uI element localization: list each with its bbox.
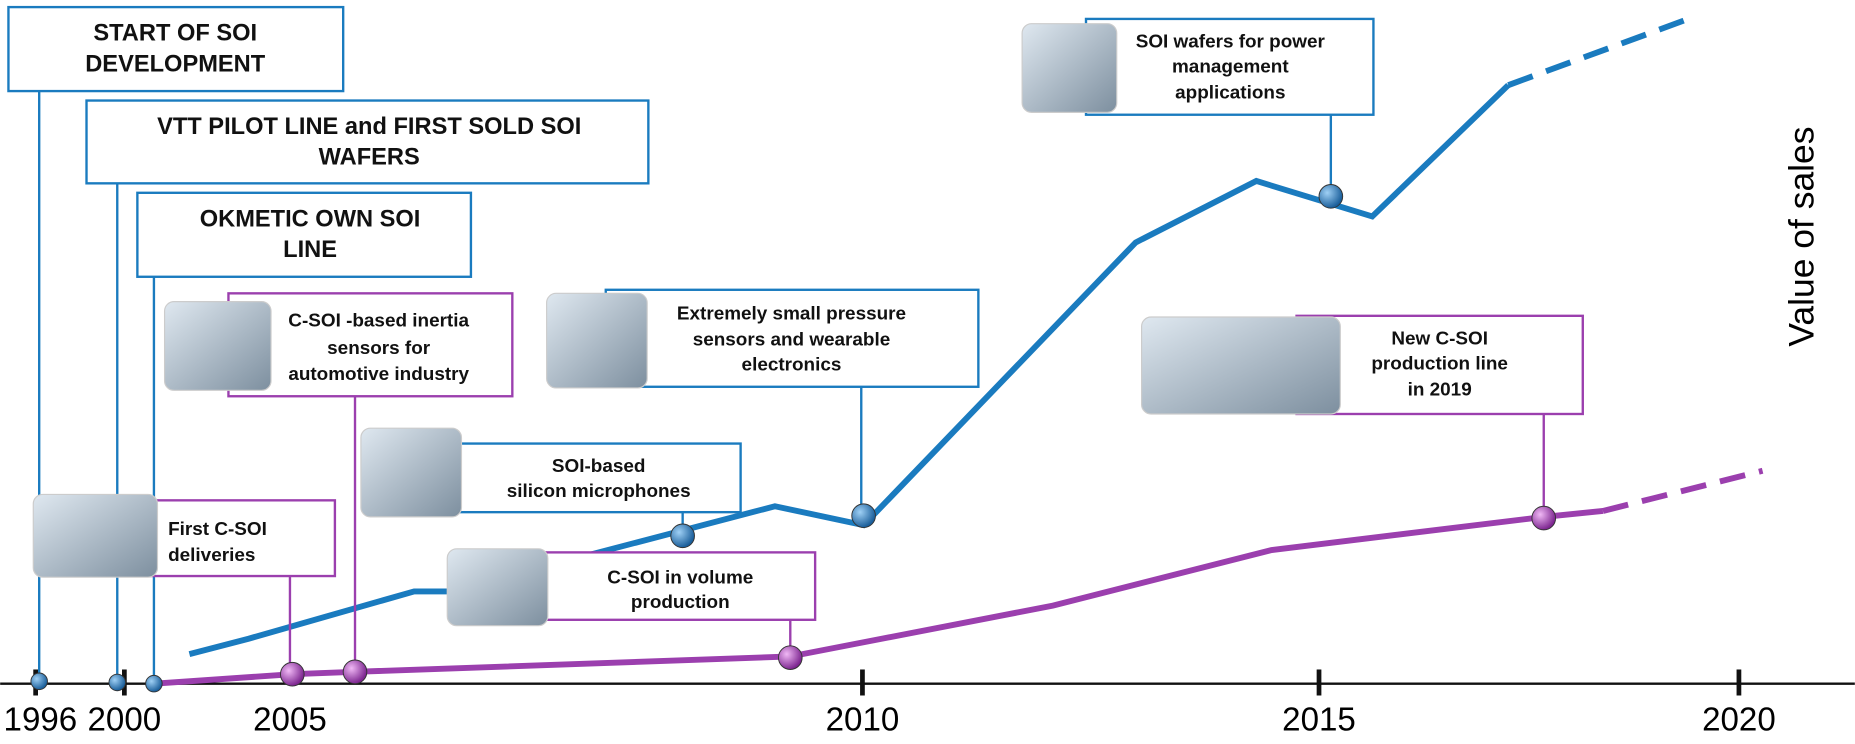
event-text: First C-SOI [168, 519, 267, 540]
event-text: automotive industry [288, 364, 469, 385]
event-text: C-SOI in volume [607, 567, 753, 588]
event-image [32, 493, 159, 578]
event-image [446, 548, 549, 627]
event-text: electronics [742, 354, 842, 375]
y-axis-label: Value of sales [1781, 126, 1821, 346]
event-text: sensors for [327, 338, 431, 359]
event-image [1021, 23, 1118, 113]
event-image [163, 301, 272, 391]
event-text: in 2019 [1408, 379, 1472, 400]
soi-sales-forecast [1507, 14, 1693, 88]
event-text: applications [1175, 82, 1285, 103]
x-tick-label: 2015 [1282, 701, 1356, 738]
event-dot [1531, 505, 1557, 531]
event-box [1295, 314, 1584, 416]
event-text: OKMETIC OWN SOI [200, 206, 421, 232]
event-dot [670, 523, 695, 549]
csoi-sales-forecast [1602, 467, 1764, 514]
event-text: production line [1371, 353, 1508, 374]
event-dot [30, 672, 48, 691]
event-text: New C-SOI [1391, 328, 1488, 349]
x-tick-label: 2010 [826, 701, 900, 738]
event-text: C-SOI -based inertia [288, 311, 469, 332]
event-box [136, 191, 473, 278]
event-text: DEVELOPMENT [85, 51, 266, 77]
event-box [150, 499, 337, 578]
event-text: START OF SOI [93, 21, 257, 47]
x-tick-label: 1996 [4, 701, 78, 738]
soi-sales-line [188, 83, 1511, 657]
csoi-sales-line [153, 508, 1604, 687]
x-tick-label: 2020 [1702, 701, 1776, 738]
event-dot [851, 503, 876, 529]
event-text: sensors and wearable [693, 330, 891, 351]
event-text: LINE [283, 237, 337, 263]
event-dot [145, 674, 163, 693]
x-tick-label: 2000 [88, 701, 162, 738]
event-text: management [1172, 56, 1289, 77]
event-box [1084, 17, 1375, 116]
event-dot [342, 659, 368, 685]
event-text: deliveries [168, 545, 255, 566]
event-image [546, 292, 648, 389]
event-text: WAFERS [319, 145, 420, 171]
event-text: SOI wafers for power [1136, 32, 1326, 53]
x-tick-label: 2005 [253, 701, 327, 738]
event-image [360, 427, 463, 518]
event-text: Extremely small pressure [677, 304, 906, 325]
event-text: silicon microphones [507, 481, 691, 502]
event-image [1141, 316, 1341, 415]
event-box [7, 5, 345, 93]
event-dot [280, 661, 305, 687]
event-box [85, 99, 650, 185]
event-dot [108, 673, 127, 692]
event-dot [777, 645, 803, 670]
event-text: SOI-based [552, 456, 646, 477]
event-dot [1318, 184, 1344, 209]
event-box [604, 288, 980, 388]
event-text: VTT PILOT LINE and FIRST SOLD SOI [157, 114, 581, 140]
event-text: production [631, 592, 730, 613]
